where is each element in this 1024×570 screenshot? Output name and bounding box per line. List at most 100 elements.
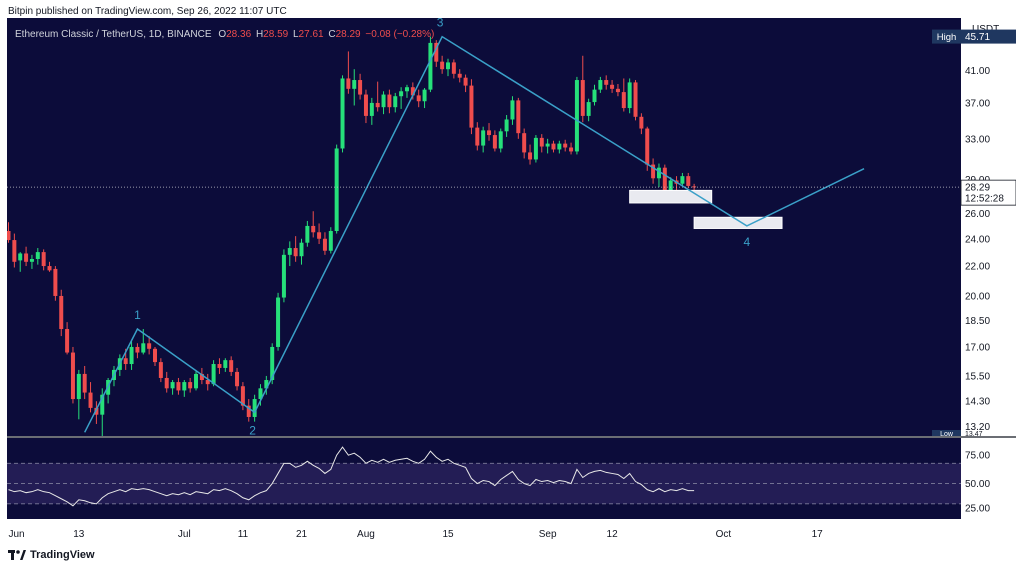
candle-body bbox=[281, 254, 286, 298]
candle bbox=[498, 128, 503, 153]
candle bbox=[545, 138, 550, 154]
time-tick-label: 13 bbox=[73, 529, 85, 540]
rsi-tick-label: 50.00 bbox=[965, 479, 990, 490]
candle-body bbox=[76, 373, 81, 400]
candle bbox=[680, 172, 685, 186]
candle bbox=[229, 356, 234, 376]
candle bbox=[293, 236, 298, 262]
publish-info: Bitpin published on TradingView.com, Sep… bbox=[8, 6, 287, 17]
candle bbox=[651, 158, 656, 184]
candle bbox=[352, 69, 357, 106]
candle bbox=[41, 249, 46, 271]
footer-brand-label: TradingView bbox=[30, 549, 95, 561]
legend-symbol: Ethereum Classic / TetherUS, 1D, BINANCE bbox=[15, 29, 212, 40]
candle bbox=[53, 266, 58, 301]
price-tick-label: 14.30 bbox=[965, 397, 990, 408]
candle bbox=[569, 142, 574, 155]
candle bbox=[633, 80, 638, 121]
candle-body bbox=[270, 346, 275, 381]
price-tick-label: 41.00 bbox=[965, 66, 990, 77]
candle-body bbox=[47, 266, 52, 271]
candle-body bbox=[70, 352, 75, 400]
candle bbox=[153, 346, 157, 366]
candle bbox=[563, 139, 568, 152]
candle-body bbox=[41, 252, 46, 267]
candle bbox=[199, 367, 204, 385]
support-zone bbox=[629, 189, 713, 204]
legend-c-label: C bbox=[328, 29, 335, 40]
price-tick-label: 18.50 bbox=[965, 316, 990, 327]
candle-body bbox=[539, 137, 544, 147]
candle-body bbox=[422, 89, 427, 102]
candle-body bbox=[229, 360, 234, 372]
candle bbox=[510, 96, 515, 125]
candle bbox=[457, 69, 462, 83]
time-tick-label: Aug bbox=[357, 529, 375, 540]
candle bbox=[557, 140, 562, 154]
legend-h-value: 28.59 bbox=[263, 29, 288, 40]
candle-body bbox=[651, 164, 656, 179]
low-badge bbox=[932, 430, 961, 436]
wave-label: 1 bbox=[134, 308, 141, 322]
candle bbox=[434, 40, 439, 67]
candle bbox=[592, 84, 597, 106]
price-tick-label: 13.20 bbox=[965, 422, 990, 433]
current-price-badge bbox=[960, 179, 1016, 206]
candle bbox=[35, 248, 40, 265]
candle-body bbox=[322, 238, 327, 251]
high-value-label: 45.71 bbox=[965, 32, 990, 43]
candle bbox=[440, 55, 445, 74]
candle bbox=[381, 91, 386, 115]
candle bbox=[29, 254, 34, 269]
candle-body bbox=[598, 80, 603, 90]
candle-body bbox=[522, 133, 527, 153]
candle bbox=[346, 51, 351, 94]
candle bbox=[70, 346, 75, 404]
candle bbox=[176, 377, 181, 395]
candle bbox=[686, 172, 691, 189]
candle bbox=[211, 360, 216, 387]
candle-body bbox=[240, 386, 245, 406]
candle bbox=[246, 399, 251, 422]
candle-body bbox=[217, 364, 222, 368]
candle bbox=[158, 358, 163, 383]
time-tick-label: Jun bbox=[9, 529, 25, 540]
candle-body bbox=[516, 100, 521, 134]
candle-body bbox=[428, 42, 433, 90]
candle-body bbox=[182, 382, 187, 391]
candle bbox=[328, 227, 333, 254]
candle bbox=[18, 252, 23, 272]
candle-body bbox=[35, 252, 40, 260]
candle bbox=[492, 130, 497, 152]
candle bbox=[252, 394, 257, 422]
rsi-tick-label: 25.00 bbox=[965, 503, 990, 514]
candle-body bbox=[235, 371, 240, 387]
candle-body bbox=[141, 343, 146, 353]
candle-body bbox=[123, 358, 128, 365]
legend-h-label: H bbox=[256, 29, 263, 40]
candle-body bbox=[153, 348, 157, 363]
candle-body bbox=[135, 346, 140, 353]
candle-body bbox=[164, 377, 169, 389]
candle bbox=[656, 163, 661, 188]
candle bbox=[129, 341, 134, 370]
time-tick-label: 12 bbox=[607, 529, 619, 540]
candle bbox=[47, 261, 52, 272]
candle-body bbox=[293, 248, 298, 257]
candle bbox=[516, 97, 521, 139]
candle-body bbox=[621, 92, 626, 109]
candle-body bbox=[129, 346, 134, 365]
price-tick-label: 26.00 bbox=[965, 209, 990, 220]
candle-body bbox=[487, 130, 492, 136]
candle bbox=[475, 122, 480, 151]
candle bbox=[276, 292, 281, 351]
time-tick-label: Sep bbox=[539, 529, 557, 540]
candle bbox=[481, 126, 486, 153]
legend-o-value: 28.36 bbox=[226, 29, 251, 40]
time-tick-label: Oct bbox=[716, 529, 732, 540]
candle bbox=[393, 92, 398, 113]
candle-body bbox=[551, 143, 556, 150]
candle-body bbox=[680, 176, 685, 184]
